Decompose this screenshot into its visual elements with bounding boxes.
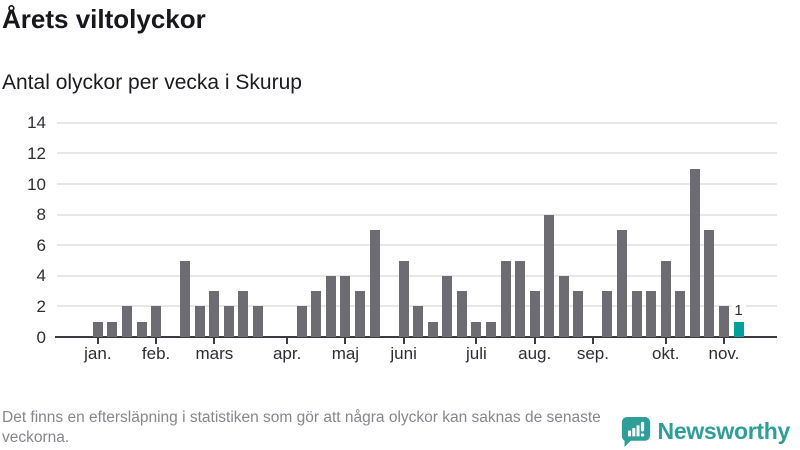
x-tick-label-juli: juli (466, 344, 487, 363)
bar-week-17 (325, 275, 336, 337)
x-tick-label-feb: feb. (141, 344, 171, 363)
y-tick-label-6: 6 (36, 235, 46, 255)
bar-week-34 (573, 291, 584, 337)
bar-week-7 (180, 260, 191, 337)
y-tick-label-10: 10 (27, 174, 46, 194)
newsworthy-logo: Newsworthy (621, 415, 790, 447)
chart-subtitle: Antal olyckor per vecka i Skurup (2, 71, 302, 94)
x-tick-okt (664, 338, 667, 344)
bar-week-8 (194, 306, 205, 337)
bar-week-10 (223, 306, 234, 337)
bar-week-38 (631, 291, 642, 337)
chart-title: Årets viltolyckor (2, 4, 206, 34)
bar-week-15 (296, 306, 307, 337)
x-tick-label-jan: jan. (84, 344, 112, 363)
bar-week-1 (92, 321, 103, 337)
x-tick-juli (475, 338, 478, 344)
x-tick-label-sep: sep. (576, 344, 609, 363)
bar-week-39 (646, 291, 657, 337)
y-tick-label-14: 14 (27, 113, 46, 133)
bar-week-41 (675, 291, 686, 337)
bar-week-42 (689, 168, 700, 337)
bar-week-19 (354, 291, 365, 337)
x-tick-label-aug: aug. (518, 344, 552, 363)
bar-chart: 0 2 4 6 8 10 12 14 jan. feb. mars apr. maj juni juli a… (27, 113, 777, 363)
bar-week-26 (456, 291, 467, 337)
x-tick-apr (286, 338, 289, 344)
footnote: Det finns en eftersläpning i statistiken… (2, 409, 601, 446)
x-tick-label-nov: nov. (708, 344, 740, 363)
x-tick-label-maj: maj (331, 344, 360, 363)
x-tick-label-mars: mars (195, 344, 234, 363)
bar-week-16 (311, 291, 322, 337)
bar-week-4 (136, 321, 147, 337)
gridline-12 (57, 152, 777, 155)
bar-week-32 (544, 214, 555, 337)
newsworthy-icon (621, 416, 650, 447)
x-tick-aug (533, 338, 536, 344)
bar-week-12 (253, 306, 264, 337)
bar-week-30 (515, 260, 526, 337)
bar-week-45 (733, 321, 744, 337)
bar-week-28 (486, 321, 496, 337)
bar-week-40 (660, 260, 671, 337)
gridline-10 (57, 183, 777, 185)
x-tick-sep (591, 338, 594, 344)
x-tick-maj (344, 338, 347, 344)
bar-week-9 (209, 291, 220, 337)
bar-week-27 (471, 321, 482, 337)
bar-week-11 (238, 291, 249, 337)
gridline-8 (57, 213, 777, 216)
bar-week-37 (617, 229, 628, 337)
bar-week-43 (704, 229, 715, 337)
gridline-4 (57, 274, 777, 277)
y-tick-label-12: 12 (27, 143, 46, 163)
bar-week-3 (122, 306, 132, 337)
bar-week-36 (602, 291, 613, 337)
x-tick-juni (402, 338, 405, 344)
y-tick-label-2: 2 (36, 296, 46, 316)
bar-week-23 (413, 306, 424, 337)
bar-week-29 (500, 260, 511, 337)
bar-week-22 (398, 260, 409, 337)
x-tick-label-apr: apr. (272, 344, 302, 363)
bar-week-31 (529, 291, 540, 337)
bar-week-20 (369, 229, 380, 337)
y-tick-label-4: 4 (36, 266, 46, 286)
x-tick-label-juni: juni (390, 344, 417, 363)
gridline-14 (57, 121, 777, 124)
bar-week-5 (151, 306, 162, 337)
y-tick-label-8: 8 (36, 205, 46, 225)
bar-week-24 (427, 321, 438, 337)
last-bar-value-label: 1 (731, 302, 746, 318)
x-tick-feb (155, 338, 158, 344)
newsworthy-wordmark: Newsworthy (657, 417, 791, 444)
bar-week-25 (442, 275, 453, 337)
x-tick-mars (213, 338, 216, 344)
x-axis-line (55, 336, 777, 338)
gridline-6 (57, 244, 777, 247)
bar-week-2 (107, 321, 118, 337)
x-tick-label-okt: okt. (652, 344, 680, 363)
y-tick-label-0: 0 (36, 327, 46, 347)
bar-week-18 (340, 275, 351, 337)
bar-week-44 (718, 306, 729, 337)
x-tick-jan (96, 338, 99, 344)
bar-week-33 (558, 275, 569, 337)
x-tick-nov (722, 338, 725, 344)
